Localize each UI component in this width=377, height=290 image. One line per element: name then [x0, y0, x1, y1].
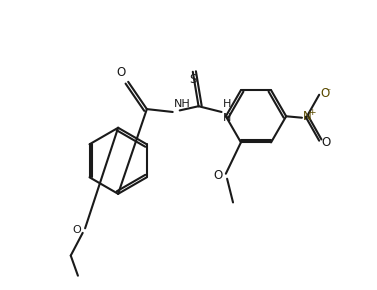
Text: N: N — [223, 113, 231, 123]
Text: O: O — [321, 136, 330, 149]
Text: +: + — [308, 108, 316, 117]
Text: O: O — [116, 66, 125, 79]
Text: S: S — [189, 73, 196, 86]
Text: O: O — [213, 169, 222, 182]
Text: O: O — [72, 225, 81, 235]
Text: H: H — [223, 99, 231, 108]
Text: N: N — [303, 110, 312, 123]
Text: ⁻: ⁻ — [325, 87, 330, 97]
Text: NH: NH — [174, 99, 191, 108]
Text: O: O — [320, 87, 330, 100]
